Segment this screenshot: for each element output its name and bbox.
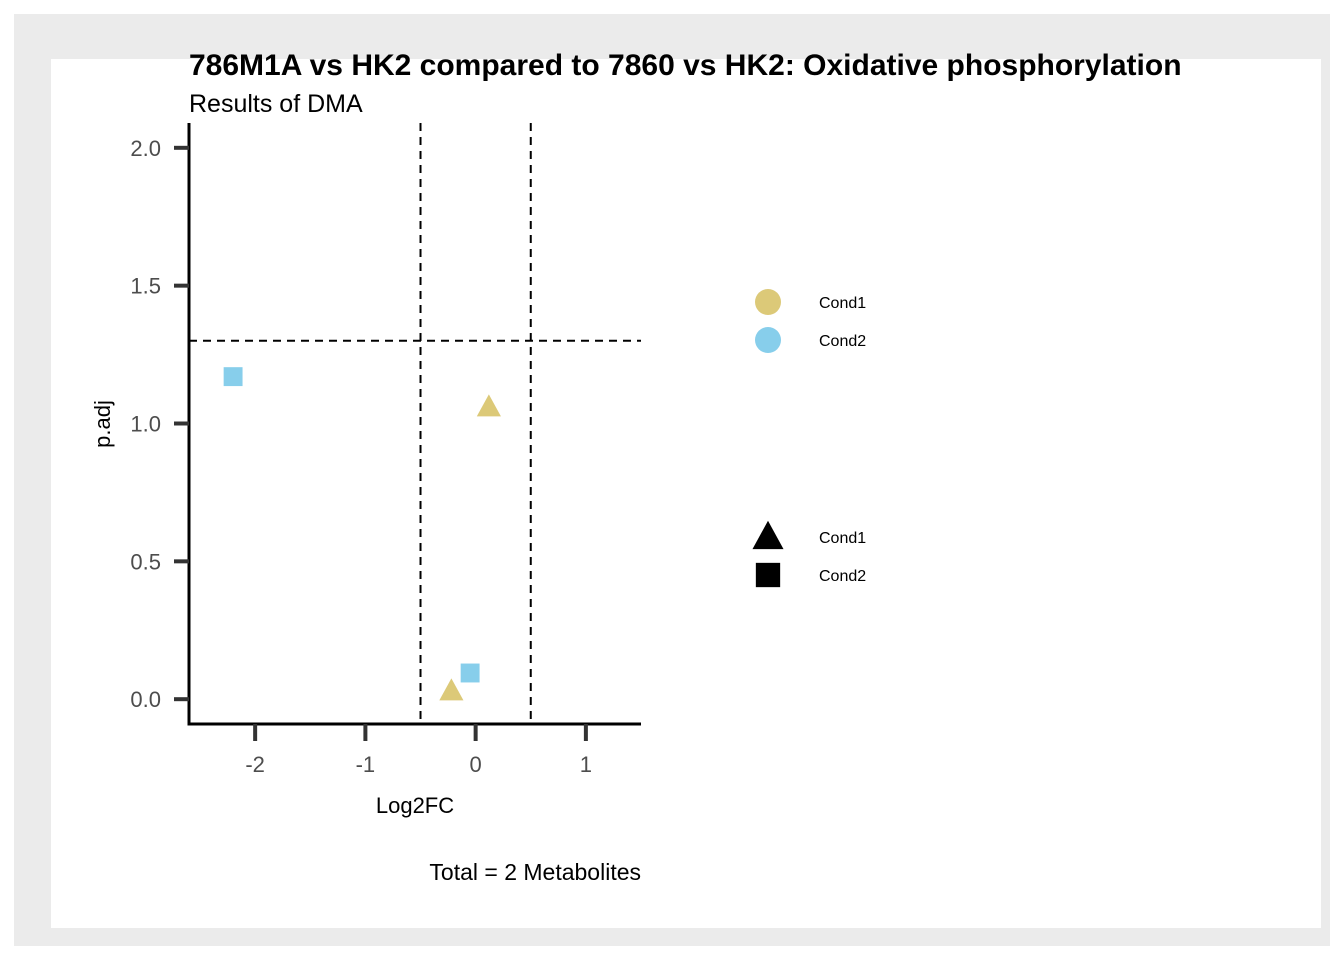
data-point-cond2 [223,367,243,387]
x-tick-label: 1 [580,752,592,777]
y-tick-label: 0.0 [130,687,161,712]
legend-color-label: Cond2 [819,333,866,350]
legend-shape-label: Cond2 [819,568,866,585]
x-tick-label: -2 [245,752,265,777]
y-tick-label: 2.0 [130,136,161,161]
data-point-cond1 [439,678,464,701]
outer-frame [14,14,1330,946]
y-tick-label: 0.5 [130,549,161,574]
legend-color-key [755,327,781,353]
y-tick-label: 1.0 [130,412,161,437]
chart-subtitle: Results of DMA [189,90,363,118]
legend-shape-key [755,562,781,588]
data-point-cond2 [460,663,480,683]
x-tick-label: -1 [356,752,376,777]
x-axis-title: Log2FC [376,793,454,818]
y-tick-label: 1.5 [130,274,161,299]
legend-shape-label: Cond1 [819,530,866,547]
plot-panel [51,59,1321,928]
x-tick-label: 0 [470,752,482,777]
legend-color-key [755,289,781,315]
chart-title: 786M1A vs HK2 compared to 7860 vs HK2: O… [189,49,1182,82]
legend-shape-key [752,520,784,550]
data-point-cond1 [476,394,501,417]
legend-color-label: Cond1 [819,295,866,312]
caption: Total = 2 Metabolites [429,859,641,885]
y-axis-title: p.adj [90,400,115,448]
